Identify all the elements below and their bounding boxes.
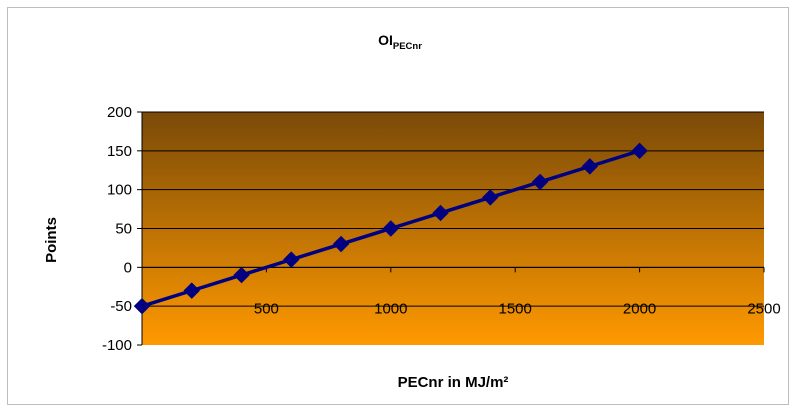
- chart-title: OIPECnr: [378, 32, 422, 52]
- data-point-marker: [233, 266, 250, 284]
- data-point-marker: [183, 282, 200, 299]
- y-tick-label: 150: [107, 143, 132, 160]
- y-tick-label: 0: [124, 259, 132, 276]
- y-tick-labels: -100 -50 0 50 100 150 200: [102, 104, 132, 354]
- x-tick-label: 2500: [747, 300, 780, 317]
- y-tick-label: 200: [107, 104, 132, 121]
- data-point-marker: [382, 220, 400, 237]
- x-tick-label: 2000: [623, 300, 656, 317]
- x-tick-labels: 500 1000 1500 2000 2500: [254, 300, 781, 317]
- data-point-marker: [581, 158, 599, 175]
- data-point-marker: [482, 189, 499, 206]
- y-tick-label: 50: [115, 221, 132, 238]
- data-point-marker: [531, 173, 549, 191]
- x-tick-label: 500: [254, 300, 279, 317]
- x-axis-title: PECnr in MJ/m²: [398, 374, 509, 391]
- x-tick-label: 1000: [374, 300, 407, 317]
- y-tick-label: 100: [107, 182, 132, 199]
- x-tick-label: 1500: [499, 300, 532, 317]
- y-tick-label: -100: [102, 337, 132, 354]
- y-axis-title: Points: [43, 217, 60, 263]
- data-point-marker: [133, 297, 151, 315]
- data-point-marker: [631, 142, 648, 160]
- y-tick-label: -50: [110, 298, 132, 315]
- data-point-marker: [432, 204, 449, 222]
- data-point-marker: [283, 251, 300, 268]
- data-point-marker: [332, 235, 350, 253]
- series: [133, 142, 648, 315]
